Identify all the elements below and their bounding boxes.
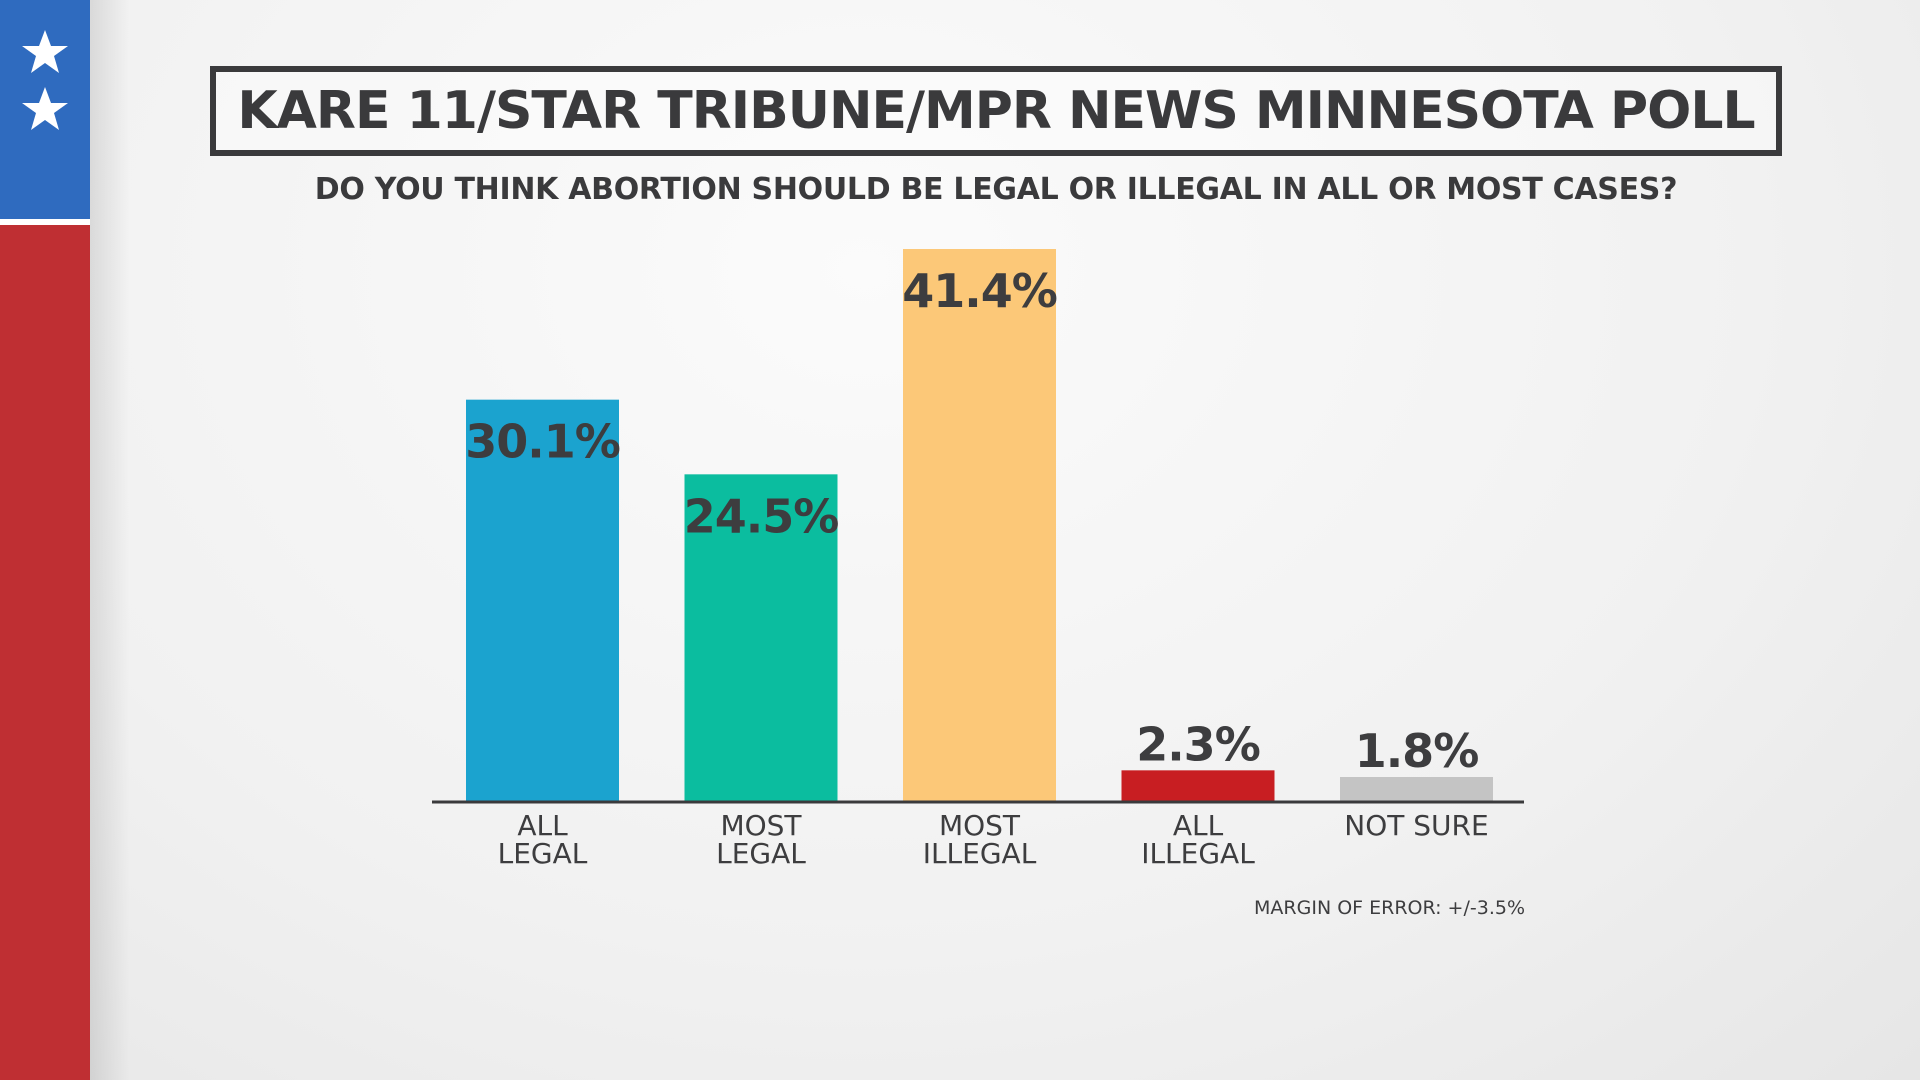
flag-divider [0, 219, 90, 225]
bar-value-label: 1.8% [1355, 724, 1479, 778]
bar-value-label: 2.3% [1136, 717, 1260, 771]
chart-subtitle: DO YOU THINK ABORTION SHOULD BE LEGAL OR… [314, 172, 1678, 207]
bar-value-label: 30.1% [465, 415, 620, 469]
category-label: ILLEGAL [923, 837, 1037, 870]
bar [684, 474, 838, 801]
star-icon [22, 87, 68, 130]
bar [466, 399, 619, 801]
flag-shadow [90, 0, 130, 1080]
category-label: ILLEGAL [1141, 837, 1255, 870]
margin-of-error: MARGIN OF ERROR: +/-3.5% [1254, 897, 1525, 919]
category-label: MOST [720, 809, 802, 842]
category-label: MOST [939, 809, 1021, 842]
bar [903, 249, 1056, 801]
category-label: LEGAL [716, 837, 806, 870]
bar [1340, 777, 1493, 801]
bar-value-label: 41.4% [902, 264, 1057, 318]
title-box: KARE 11/STAR TRIBUNE/MPR NEWS MINNESOTA … [210, 66, 1782, 156]
category-label: ALL [517, 809, 568, 842]
star-icon [22, 30, 68, 73]
bar [1121, 770, 1275, 801]
category-label: NOT SURE [1344, 809, 1488, 842]
bar-value-label: 24.5% [684, 489, 839, 543]
page-title: KARE 11/STAR TRIBUNE/MPR NEWS MINNESOTA … [237, 81, 1755, 141]
category-label: ALL [1173, 809, 1224, 842]
flag-red-panel [0, 225, 90, 1080]
bars-layer: 30.1%ALLLEGAL24.5%MOSTLEGAL41.4%MOSTILLE… [465, 249, 1493, 870]
category-label: LEGAL [498, 837, 588, 870]
